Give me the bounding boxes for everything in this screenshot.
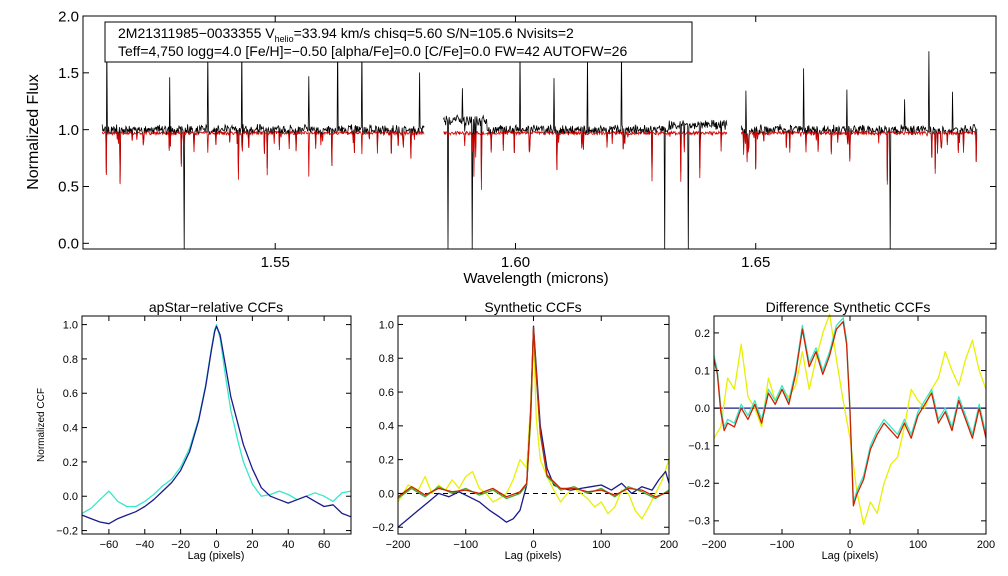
model-spectrum-line	[443, 130, 728, 190]
annotation-box-frame	[104, 21, 693, 63]
ytick-label: 1.0	[58, 122, 79, 139]
apstar-ccf-xlabel: Lag (pixels)	[188, 550, 245, 562]
xtick-label: 1.60	[501, 254, 530, 271]
ytick-label: 0.1	[695, 365, 710, 377]
annotation-line-1-suffix: =33.94 km/s chisq=5.60 S/N=105.6 Nvisits…	[294, 25, 574, 41]
xtick-label: −200	[702, 539, 727, 551]
ytick-label: −0.2	[372, 522, 394, 534]
annotation-line-1-prefix: 2M21311985−0033355 V	[118, 25, 275, 41]
ytick-label: 0.0	[695, 403, 710, 415]
annotation-vhelio-subscript: helio	[275, 34, 294, 44]
spectrum-axes-frame	[82, 15, 997, 250]
ccf-series-red	[397, 327, 670, 498]
ytick-label: 0.5	[58, 179, 79, 196]
ytick-label: 0.4	[63, 422, 78, 434]
ytick-label: 0.0	[379, 488, 394, 500]
xtick-label: 200	[660, 539, 678, 551]
synthetic-ccf-title: Synthetic CCFs	[484, 299, 581, 315]
xtick-label: 1.65	[741, 254, 770, 271]
annotation-line-1: 2M21311985−0033355 Vhelio=33.94 km/s chi…	[118, 25, 574, 44]
xtick-label: −100	[453, 539, 478, 551]
ytick-label: 1.0	[379, 319, 394, 331]
apstar-ccf-ticks: −60 −40 −20 0 20 40 60 −0.2 0.0 0.2 0.4 0.6 0.8 1.0	[56, 316, 351, 551]
apstar-ccf-panel: apStar−relative CCFs −60 −40 −20 0 20 40 60 −0.…	[36, 299, 352, 562]
ytick-label: −0.2	[688, 478, 710, 490]
ytick-label: 0.2	[379, 454, 394, 466]
xtick-label: 20	[246, 539, 258, 551]
ccf-series-navy	[81, 325, 352, 525]
ytick-label: −0.1	[688, 441, 710, 453]
xtick-label: 100	[909, 539, 927, 551]
xtick-label: 40	[282, 539, 294, 551]
difference-ccf-title: Difference Synthetic CCFs	[766, 299, 931, 315]
ytick-label: −0.2	[56, 525, 78, 537]
ytick-label: 0.6	[379, 387, 394, 399]
apstar-ccf-title: apStar−relative CCFs	[149, 299, 283, 315]
xtick-label: −40	[135, 539, 154, 551]
annotation-line-2: Teff=4,750 logg=4.0 [Fe/H]=−0.50 [alpha/…	[118, 43, 627, 59]
spectrum-annotation-box: 2M21311985−0033355 Vhelio=33.94 km/s chi…	[104, 21, 693, 63]
difference-ccf-plot-area	[713, 313, 987, 526]
xtick-label: 100	[592, 539, 610, 551]
difference-ccf-xlabel: Lag (pixels)	[822, 550, 879, 562]
ytick-label: 0.6	[63, 388, 78, 400]
spectrum-plot-area	[101, 35, 978, 250]
xtick-label: −20	[171, 539, 190, 551]
synthetic-ccf-panel: Synthetic CCFs −200 −100 0 100 200 −0.2 0.0 0.2…	[372, 299, 678, 562]
ytick-label: 2.0	[58, 8, 79, 25]
apstar-ccf-ylabel: Normalized CCF	[36, 388, 47, 462]
ccf-series-yellow	[713, 313, 987, 526]
difference-ccf-ticks: −200 −100 0 100 200 −0.3 −0.2 −0.1 0.0 0.1 0.2	[688, 316, 995, 551]
ytick-label: 0.0	[63, 491, 78, 503]
ytick-label: 0.0	[58, 236, 79, 253]
ytick-label: 1.0	[63, 319, 78, 331]
difference-ccf-panel: Difference Synthetic CCFs −200 −100 0 100 20…	[688, 299, 995, 562]
synthetic-ccf-xlabel: Lag (pixels)	[505, 550, 562, 562]
xtick-label: 200	[977, 539, 995, 551]
ytick-label: 0.4	[379, 421, 394, 433]
ytick-label: 1.5	[58, 65, 79, 82]
xtick-label: 0	[847, 539, 853, 551]
spectrum-panel: 1.55 1.60 1.65 0.0 0.5 1.0 1.5 2.0 Normalized F…	[25, 8, 997, 287]
ytick-label: 0.2	[63, 457, 78, 469]
observed-spectrum-line	[101, 35, 425, 250]
ytick-label: 0.8	[379, 353, 394, 365]
xtick-label: −200	[386, 539, 411, 551]
model-spectrum-line	[740, 129, 978, 185]
xtick-label: −60	[100, 539, 119, 551]
synthetic-ccf-plot-area	[397, 325, 670, 528]
spectrum-ylabel: Normalized Flux	[25, 74, 42, 190]
spectrum-xlabel: Wavelength (microns)	[463, 270, 608, 287]
xtick-label: 0	[530, 539, 536, 551]
model-spectrum-line	[101, 129, 425, 185]
ytick-label: 0.2	[695, 328, 710, 340]
apstar-ccf-plot-area	[81, 323, 352, 525]
xtick-label: −100	[770, 539, 795, 551]
xtick-label: 60	[318, 539, 330, 551]
xtick-label: 1.55	[261, 254, 290, 271]
synthetic-ccf-ticks: −200 −100 0 100 200 −0.2 0.0 0.2 0.4 0.6 0.8 1.0	[372, 316, 678, 551]
ytick-label: −0.3	[688, 516, 710, 528]
ytick-label: 0.8	[63, 354, 78, 366]
ccf-series-red	[713, 320, 987, 507]
spectrum-ticks: 1.55 1.60 1.65 0.0 0.5 1.0 1.5 2.0	[58, 8, 996, 271]
xtick-label: 0	[213, 539, 219, 551]
